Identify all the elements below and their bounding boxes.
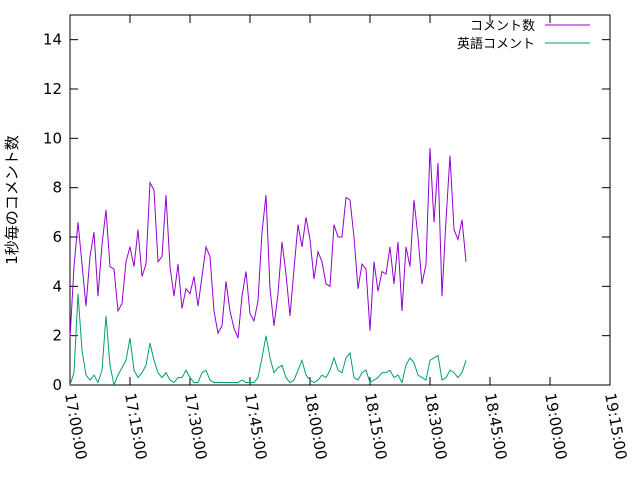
legend-label-1: 英語コメント bbox=[457, 36, 535, 52]
series-line-1 bbox=[69, 293, 467, 387]
x-tick-label: 18:00:00 bbox=[301, 392, 330, 461]
y-axis: 0 2 4 6 8 10 12 14 bbox=[43, 31, 610, 394]
x-tick-label: 17:45:00 bbox=[241, 392, 270, 461]
y-tick-label: 10 bbox=[43, 129, 62, 147]
y-tick-label: 8 bbox=[52, 179, 62, 197]
x-tick-label: 17:00:00 bbox=[61, 392, 90, 461]
y-axis-label: 1秒毎のコメント数 bbox=[3, 135, 21, 265]
series-layer bbox=[69, 148, 467, 387]
x-tick-label: 19:15:00 bbox=[601, 392, 630, 461]
x-tick-label: 18:45:00 bbox=[481, 392, 510, 461]
x-tick-label: 17:30:00 bbox=[181, 392, 210, 461]
x-axis: 17:00:00 17:15:00 17:30:00 17:45:00 18:00:00… bbox=[61, 15, 630, 461]
y-tick-label: 2 bbox=[52, 327, 62, 345]
series-line-0 bbox=[69, 148, 467, 339]
plot-frame bbox=[69, 14, 611, 386]
x-tick-label: 18:30:00 bbox=[421, 392, 450, 461]
x-tick-label: 18:15:00 bbox=[361, 392, 390, 461]
x-tick-label: 17:15:00 bbox=[121, 392, 150, 461]
x-tick-label: 19:00:00 bbox=[541, 392, 570, 461]
y-tick-label: 6 bbox=[52, 228, 62, 246]
y-tick-label: 4 bbox=[52, 277, 62, 295]
y-tick-label: 0 bbox=[52, 376, 62, 394]
y-tick-label: 14 bbox=[43, 31, 62, 49]
y-tick-label: 12 bbox=[43, 80, 62, 98]
legend-label-0: コメント数 bbox=[470, 19, 535, 34]
